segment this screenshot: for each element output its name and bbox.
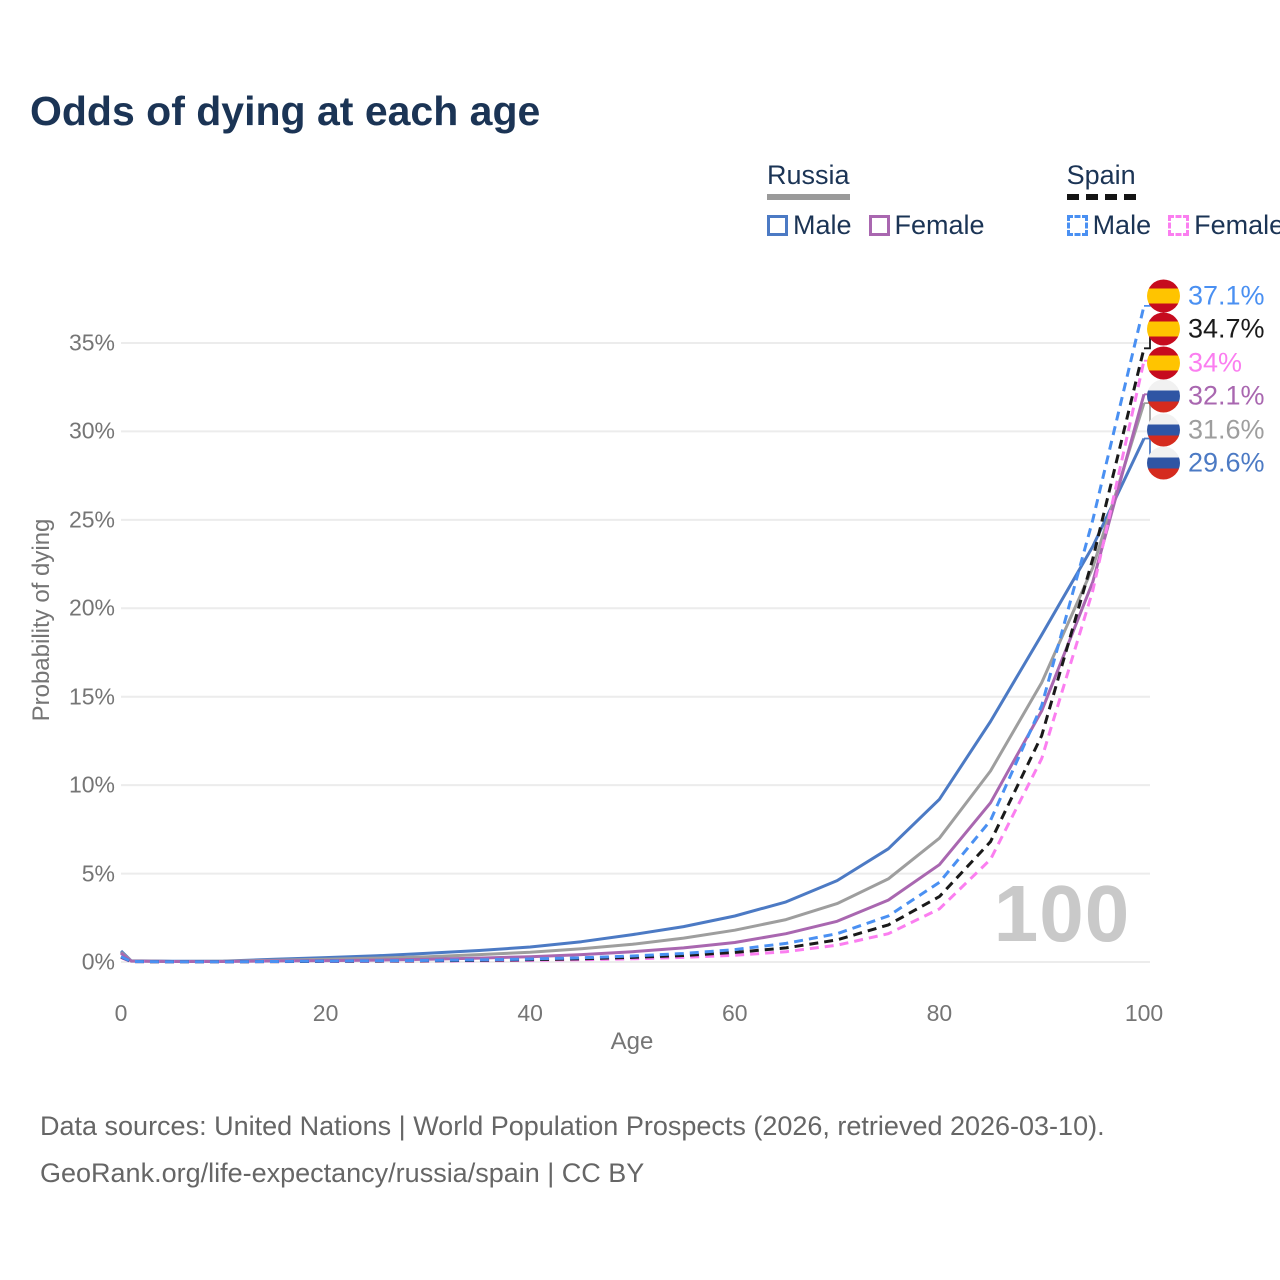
x-axis-title: Age [610, 1028, 654, 1055]
footer-link-line[interactable]: GeoRank.org/life-expectancy/russia/spain… [40, 1158, 645, 1188]
end-label-value: 37.1% [1188, 280, 1265, 311]
legend-item-russia-male[interactable]: Male [767, 210, 852, 241]
end-label-value: 34.7% [1188, 313, 1265, 344]
y-tick-label: 15% [68, 683, 115, 710]
legend-item-label: Female [894, 210, 985, 240]
russia-flag-icon [1147, 446, 1180, 480]
end-label-spain-female[interactable]: 34% [1147, 346, 1243, 380]
y-tick-label: 20% [68, 594, 115, 621]
end-label-russia-male[interactable]: 29.6% [1147, 446, 1265, 480]
end-label-spain-male[interactable]: 37.1% [1147, 279, 1265, 313]
y-tick-label: 25% [68, 506, 115, 533]
end-label-spain-total[interactable]: 34.7% [1147, 312, 1265, 346]
y-tick-label: 5% [81, 860, 115, 887]
spain-female-swatch-icon [1168, 215, 1190, 236]
x-tick-label: 100 [1124, 1000, 1164, 1026]
end-label-value: 29.6% [1188, 447, 1265, 478]
legend: Russia Male Female Spain Male [767, 160, 1280, 241]
spain-male-swatch-icon [1066, 215, 1088, 236]
y-tick-label: 10% [68, 771, 115, 798]
x-tick-label: 0 [114, 1000, 128, 1026]
series-line-spain-male[interactable] [120, 305, 1146, 964]
series-line-spain-female[interactable] [120, 360, 1146, 964]
series-line-russia-total[interactable] [120, 402, 1146, 963]
legend-item-label: Female [1194, 210, 1280, 240]
legend-country-spain[interactable]: Spain [1066, 160, 1136, 200]
legend-country-russia[interactable]: Russia [767, 160, 850, 200]
legend-item-label: Male [1092, 210, 1152, 240]
series-line-spain-total[interactable] [120, 347, 1146, 964]
series-line-russia-male[interactable] [119, 437, 1146, 963]
russia-male-swatch-icon [767, 215, 788, 236]
end-label-russia-female[interactable]: 32.1% [1147, 379, 1265, 413]
russia-flag-icon [1147, 379, 1180, 413]
legend-item-russia-female[interactable]: Female [868, 210, 985, 241]
end-label-russia-total[interactable]: 31.6% [1147, 413, 1265, 447]
legend-group-russia: Russia Male Female [767, 160, 985, 241]
legend-group-spain: Spain Male Female [1066, 160, 1280, 241]
end-label-value: 31.6% [1188, 414, 1265, 445]
russia-flag-icon [1147, 413, 1180, 447]
legend-item-spain-female[interactable]: Female [1168, 210, 1280, 241]
russia-female-swatch-icon [868, 215, 890, 236]
x-tick-label: 40 [517, 1000, 543, 1026]
legend-item-spain-male[interactable]: Male [1066, 210, 1152, 241]
end-label-value: 32.1% [1188, 380, 1265, 411]
x-tick-label: 60 [722, 1000, 748, 1026]
spain-flag-icon [1147, 312, 1180, 346]
page-title: Odds of dying at each age [30, 88, 541, 134]
y-tick-label: 0% [81, 948, 115, 975]
footer-sources-line: Data sources: United Nations | World Pop… [40, 1111, 1105, 1141]
footer: Data sources: United Nations | World Pop… [40, 1103, 1105, 1197]
spain-flag-icon [1147, 346, 1180, 380]
x-tick-label: 20 [312, 1000, 339, 1026]
series-line-russia-female[interactable] [120, 393, 1146, 963]
y-tick-label: 35% [68, 329, 115, 356]
x-tick-label: 80 [926, 1000, 953, 1026]
y-tick-label: 30% [68, 417, 115, 444]
legend-item-label: Male [793, 210, 852, 240]
spain-flag-icon [1147, 279, 1180, 313]
age-watermark: 100 [993, 869, 1131, 958]
end-label-value: 34% [1188, 347, 1243, 378]
